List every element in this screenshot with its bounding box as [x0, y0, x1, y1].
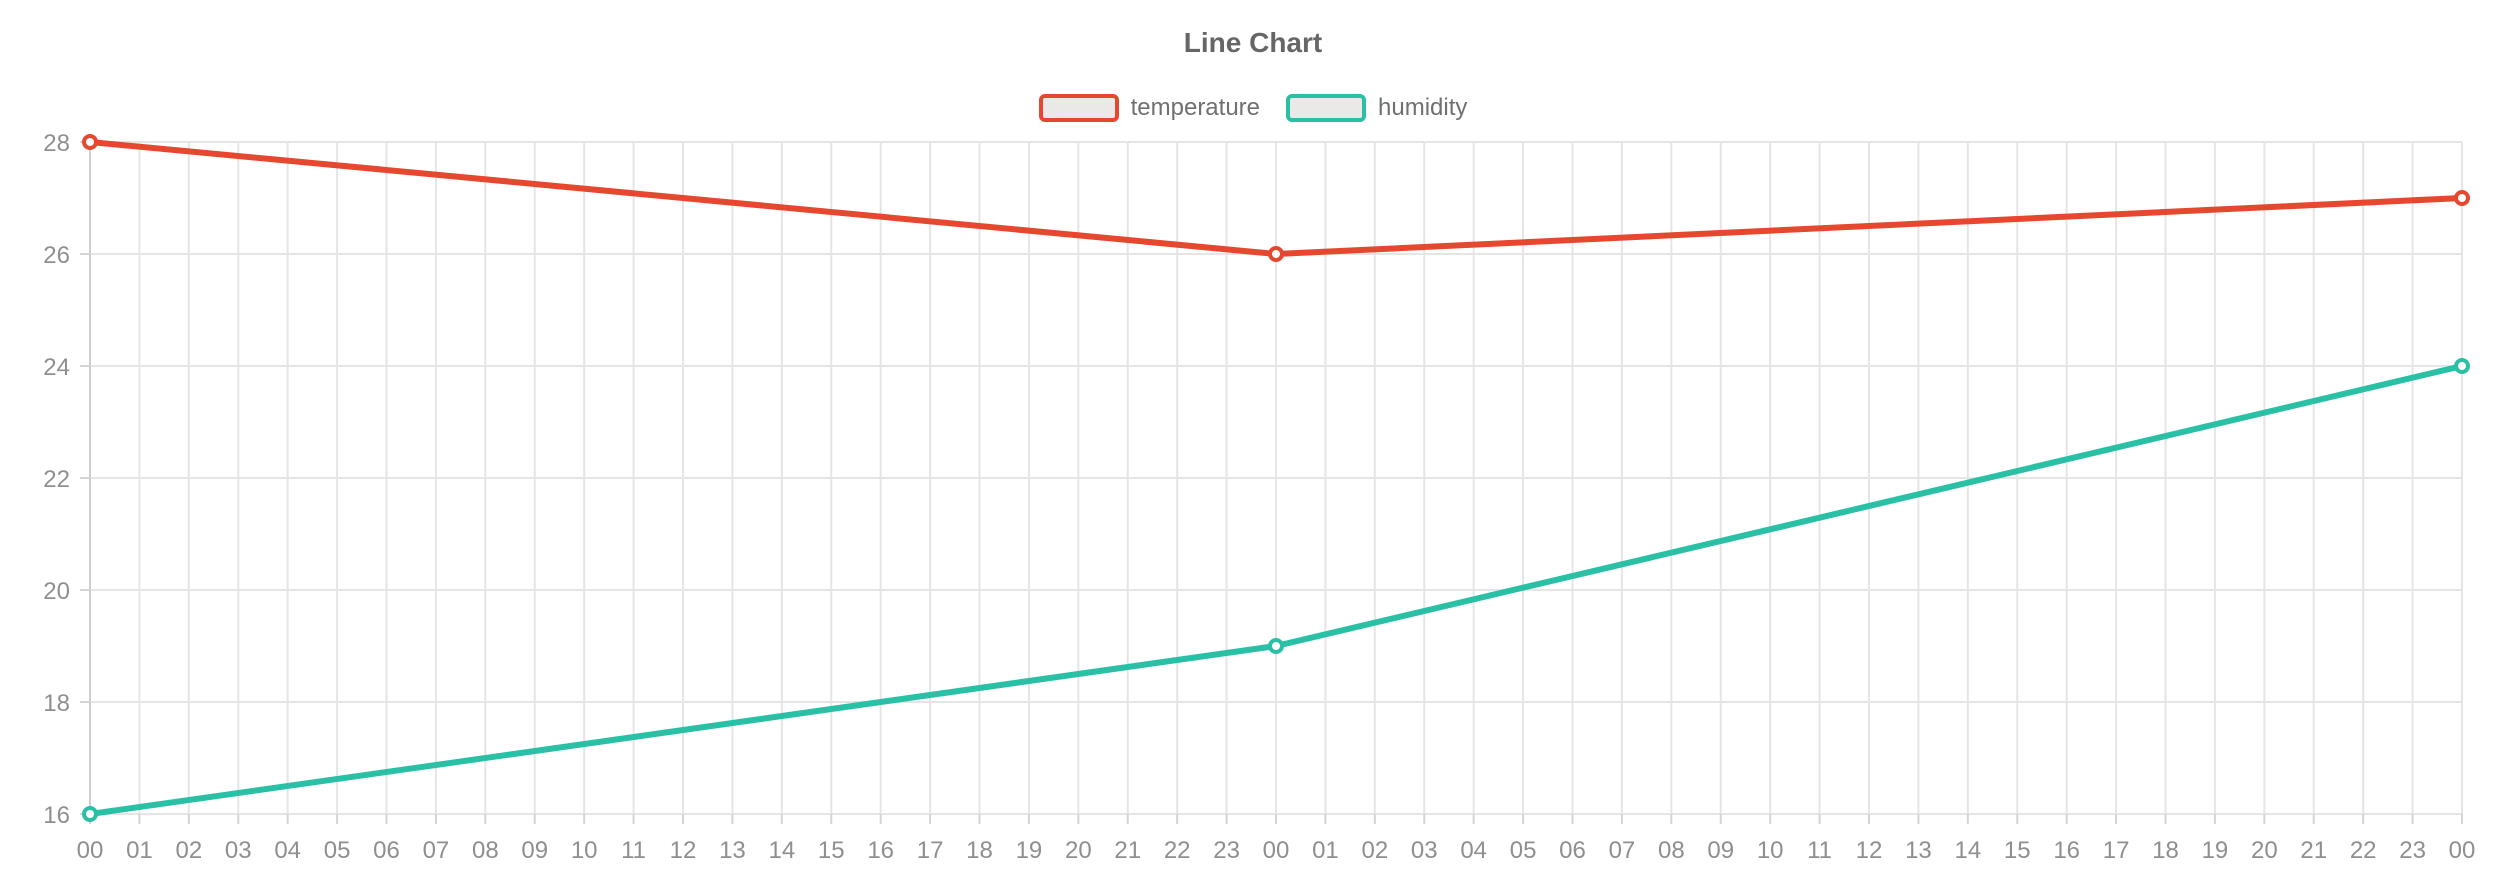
x-axis-label: 05 — [324, 837, 351, 864]
x-axis-label: 12 — [670, 837, 697, 864]
y-axis-label: 26 — [43, 242, 70, 269]
x-axis-label: 14 — [768, 837, 795, 864]
x-axis-label: 02 — [1361, 837, 1388, 864]
x-axis-label: 09 — [521, 837, 548, 864]
x-axis-label: 06 — [1559, 837, 1586, 864]
legend-item-temperature[interactable]: temperature — [1038, 94, 1261, 122]
temperature-data-point — [1268, 246, 1284, 262]
legend-label: temperature — [1130, 94, 1261, 121]
x-axis-label: 22 — [2350, 837, 2377, 864]
x-axis-label: 07 — [1609, 837, 1636, 864]
x-axis-label: 20 — [1065, 837, 1092, 864]
x-axis-label: 17 — [917, 837, 944, 864]
x-axis-label: 01 — [1312, 837, 1339, 864]
x-axis-label: 15 — [818, 837, 845, 864]
x-grid-and-labels: 00 01 02 03 04 05 06 07 08 09 10 11 12 13 14 15 16 17 18 19… — [77, 142, 2476, 864]
x-axis-label: 01 — [126, 837, 153, 864]
x-axis-label: 15 — [2004, 837, 2031, 864]
humidity-data-point — [1268, 638, 1284, 654]
x-axis-label: 00 — [2449, 837, 2476, 864]
temperature-data-point — [2454, 190, 2470, 206]
x-axis-label: 13 — [719, 837, 746, 864]
x-axis-label: 04 — [1460, 837, 1487, 864]
humidity-series-marker-icon — [1286, 94, 1367, 122]
series-temperature — [82, 134, 2470, 262]
x-axis-label: 10 — [571, 837, 598, 864]
y-axis-label: 16 — [43, 802, 70, 829]
x-axis-label: 03 — [1411, 837, 1438, 864]
x-axis-label: 18 — [2152, 837, 2179, 864]
x-axis-label: 12 — [1856, 837, 1883, 864]
humidity-data-point — [2454, 358, 2470, 374]
x-axis-label: 21 — [2300, 837, 2327, 864]
x-axis-label: 04 — [274, 837, 301, 864]
x-axis-label: 11 — [621, 837, 646, 864]
chart-title: Line Chart — [1183, 27, 1323, 58]
x-axis-label: 07 — [423, 837, 450, 864]
x-axis-label: 23 — [2399, 837, 2426, 864]
x-axis-label: 19 — [2202, 837, 2229, 864]
y-axis-label: 28 — [43, 130, 70, 157]
humidity-data-point — [82, 806, 98, 822]
legend-label: humidity — [1378, 94, 1468, 121]
y-axis-label: 20 — [43, 578, 70, 605]
y-axis-label: 22 — [43, 466, 70, 493]
legend-item-humidity[interactable]: humidity — [1286, 94, 1467, 122]
x-axis-label: 16 — [867, 837, 894, 864]
x-axis-label: 23 — [1213, 837, 1240, 864]
series-humidity — [82, 358, 2470, 822]
x-axis-label: 00 — [1263, 837, 1290, 864]
x-axis-label: 08 — [1658, 837, 1685, 864]
legend: temperature humidity — [0, 94, 2506, 122]
temperature-data-point — [82, 134, 98, 150]
x-axis-label: 02 — [175, 837, 202, 864]
x-axis-label: 08 — [472, 837, 499, 864]
x-axis-label: 11 — [1807, 837, 1832, 864]
x-axis-label: 18 — [966, 837, 993, 864]
x-axis-label: 17 — [2103, 837, 2130, 864]
x-axis-label: 22 — [1164, 837, 1191, 864]
x-axis-label: 05 — [1510, 837, 1537, 864]
x-axis-label: 06 — [373, 837, 400, 864]
y-axis-label: 24 — [43, 354, 70, 381]
x-axis-label: 20 — [2251, 837, 2278, 864]
x-axis-label: 00 — [77, 837, 104, 864]
x-axis-label: 21 — [1114, 837, 1141, 864]
x-axis-label: 10 — [1757, 837, 1784, 864]
x-axis-label: 19 — [1016, 837, 1043, 864]
x-axis-label: 13 — [1905, 837, 1932, 864]
y-grid-and-labels: 16 18 20 22 24 26 28 — [43, 130, 2462, 829]
y-axis-label: 18 — [43, 690, 70, 717]
x-axis-label: 16 — [2053, 837, 2080, 864]
x-axis-label: 09 — [1707, 837, 1734, 864]
temperature-series-marker-icon — [1038, 94, 1119, 122]
x-axis-label: 03 — [225, 837, 252, 864]
x-axis-label: 14 — [1954, 837, 1981, 864]
